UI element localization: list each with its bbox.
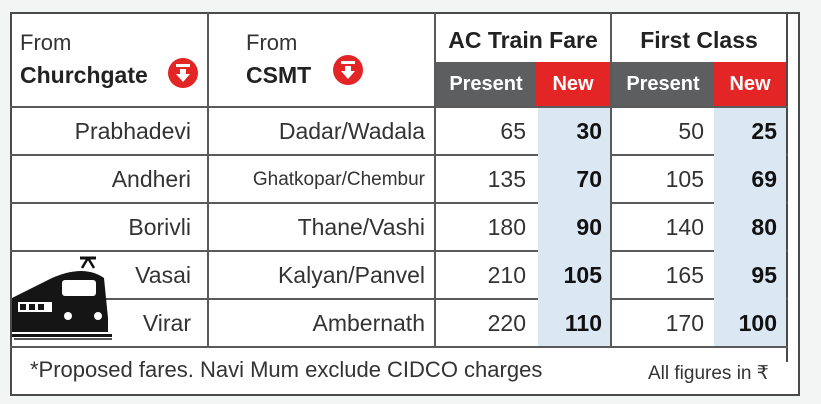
divider: [610, 12, 612, 347]
table-cell-csmt-station: Ambernath: [312, 310, 425, 336]
table-cell-fc-new: 25: [751, 118, 777, 144]
fc-present-header: Present: [612, 62, 714, 106]
table-cell-fc-present: 50: [678, 118, 704, 144]
table-cell-churchgate-station: Vasai: [135, 262, 191, 288]
table-cell-churchgate-station: Andheri: [111, 166, 191, 192]
table-cell-fc-present: 170: [665, 310, 704, 336]
fc-new-header: New: [714, 62, 786, 106]
ac-train-fare-heading: AC Train Fare: [448, 27, 598, 53]
table-cell-csmt-station: Thane/Vashi: [297, 214, 425, 240]
ac-new-column-bg: [538, 108, 610, 346]
table-cell-csmt-station: Kalyan/Panvel: [277, 262, 425, 288]
col1-station-label: Churchgate: [20, 62, 148, 88]
col1-from-label: From: [20, 30, 72, 55]
table-cell-fc-new: 69: [751, 166, 777, 192]
table-cell-ac-new: 110: [564, 310, 602, 336]
table-cell-fc-present: 165: [665, 262, 704, 288]
down-arrow-circle-icon: [333, 55, 363, 85]
ac-new-header: New: [536, 62, 610, 106]
table-cell-churchgate-station: Virar: [142, 310, 191, 336]
table-cell-csmt-station: Dadar/Wadala: [278, 118, 425, 144]
table-cell-ac-present: 65: [500, 118, 526, 144]
ac-present-header: Present: [436, 62, 536, 106]
divider: [10, 154, 788, 156]
footnote: *Proposed fares. Navi Mum exclude CIDCO …: [30, 357, 543, 382]
table-cell-ac-present: 210: [487, 262, 526, 288]
table-cell-fc-new: 80: [751, 214, 777, 240]
divider: [207, 12, 209, 347]
table-cell-ac-new: 90: [576, 214, 602, 240]
divider: [10, 202, 788, 204]
divider: [10, 298, 788, 300]
col2-from-label: From: [246, 30, 298, 55]
first-class-heading: First Class: [640, 27, 758, 53]
table-cell-csmt-station: Ghatkopar/Chembur: [252, 169, 425, 190]
table-cell-ac-new: 70: [576, 166, 602, 192]
table-cell-ac-present: 180: [487, 214, 526, 240]
table-cell-fc-new: 100: [738, 310, 777, 336]
divider: [434, 12, 436, 347]
units-note: All figures in ₹: [648, 363, 769, 384]
table-cell-ac-present: 135: [487, 166, 526, 192]
table-cell-fc-present: 140: [665, 214, 704, 240]
divider: [10, 346, 788, 348]
train-icon: [12, 256, 112, 347]
table-cell-fc-new: 95: [751, 262, 777, 288]
down-arrow-circle-icon: [168, 58, 198, 88]
table-right-border: [786, 12, 788, 362]
fc-new-column-bg: [714, 108, 786, 346]
table-cell-ac-new: 30: [576, 118, 602, 144]
table-cell-fc-present: 105: [665, 166, 704, 192]
table-cell-ac-new: 105: [563, 262, 602, 288]
divider: [10, 106, 788, 108]
table-cell-churchgate-station: Prabhadevi: [74, 118, 191, 144]
table-cell-ac-present: 220: [487, 310, 526, 336]
table-cell-churchgate-station: Borivli: [128, 214, 191, 240]
col2-station-label: CSMT: [246, 62, 312, 88]
divider: [10, 250, 788, 252]
